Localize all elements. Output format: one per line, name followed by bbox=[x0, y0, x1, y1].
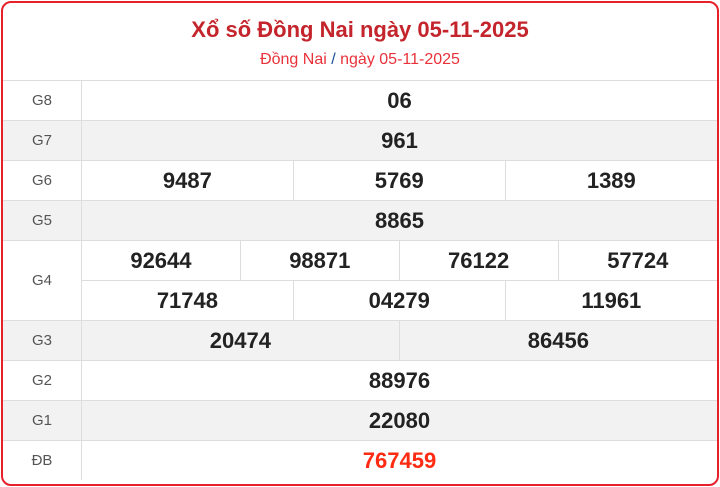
prize-label: ĐB bbox=[3, 440, 82, 480]
prize-label: G2 bbox=[3, 360, 82, 401]
breadcrumb-date-link[interactable]: ngày 05-11-2025 bbox=[340, 51, 460, 68]
prize-number: 76122 bbox=[398, 240, 559, 281]
prize-row-g4-second: 71748 04279 11961 bbox=[3, 280, 717, 321]
prize-row-g3: G3 20474 86456 bbox=[3, 320, 717, 361]
prize-label: G5 bbox=[3, 200, 82, 241]
prize-row-g1: G1 22080 bbox=[3, 400, 717, 441]
prize-row-g6: G6 9487 5769 1389 bbox=[3, 160, 717, 201]
prize-number: 11961 bbox=[504, 280, 717, 321]
prize-row-g7: G7 961 bbox=[3, 120, 717, 161]
prize-label: G8 bbox=[3, 81, 82, 121]
prize-number: 06 bbox=[81, 81, 717, 121]
prize-row-g5: G5 8865 bbox=[3, 200, 717, 241]
prize-number: 92644 bbox=[81, 240, 241, 281]
prize-label: G3 bbox=[3, 320, 82, 361]
prize-label: G1 bbox=[3, 400, 82, 441]
prize-label: G4 bbox=[3, 240, 82, 321]
breadcrumb-separator: / bbox=[331, 51, 336, 68]
special-prize-number: 767459 bbox=[81, 440, 717, 480]
prize-number: 1389 bbox=[504, 160, 717, 201]
prize-number: 86456 bbox=[398, 320, 717, 361]
prize-number: 98871 bbox=[239, 240, 400, 281]
prize-number: 9487 bbox=[81, 160, 294, 201]
prize-number: 5769 bbox=[292, 160, 506, 201]
prize-number: 57724 bbox=[557, 240, 717, 281]
prize-number: 8865 bbox=[81, 200, 717, 241]
prize-row-g8: G8 06 bbox=[3, 81, 717, 121]
prize-number: 04279 bbox=[292, 280, 506, 321]
prize-number: 88976 bbox=[81, 360, 717, 401]
breadcrumb-province-link[interactable]: Đồng Nai bbox=[260, 51, 327, 68]
prize-number: 22080 bbox=[81, 400, 717, 441]
breadcrumb: Đồng Nai / ngày 05-11-2025 bbox=[3, 50, 717, 70]
prize-label: G6 bbox=[3, 160, 82, 201]
results-header: Xổ số Đồng Nai ngày 05-11-2025 Đồng Nai … bbox=[3, 3, 717, 81]
prize-number: 20474 bbox=[81, 320, 400, 361]
prize-row-special: ĐB 767459 bbox=[3, 440, 717, 480]
prize-row-g2: G2 88976 bbox=[3, 360, 717, 401]
prize-number: 961 bbox=[81, 120, 717, 161]
results-table: G8 06 G7 961 G6 9487 5769 1389 G5 8865 G… bbox=[3, 81, 717, 480]
prize-row-g4: G4 92644 98871 76122 57724 bbox=[3, 240, 717, 321]
page-title: Xổ số Đồng Nai ngày 05-11-2025 bbox=[191, 17, 529, 42]
prize-number: 71748 bbox=[81, 280, 294, 321]
prize-label: G7 bbox=[3, 120, 82, 161]
